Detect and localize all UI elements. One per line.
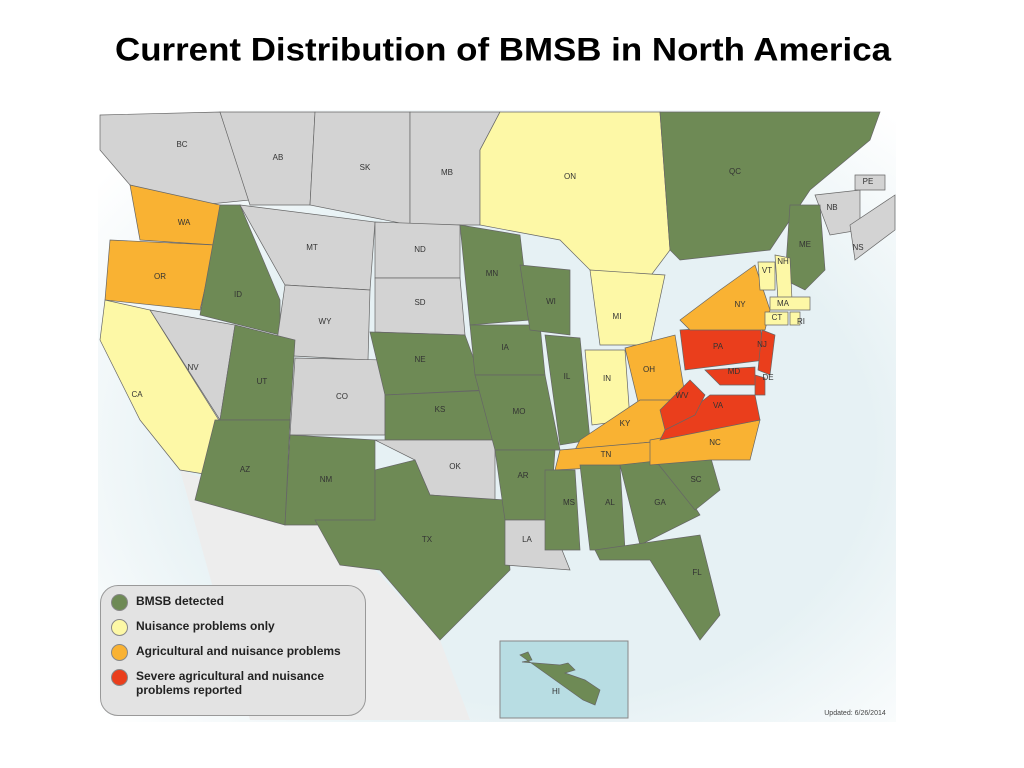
region-label: WV — [676, 391, 690, 400]
region-label: PA — [713, 342, 724, 351]
region-label: LA — [522, 535, 532, 544]
region-label: KS — [435, 405, 446, 414]
region — [764, 311, 789, 326]
region-label: KY — [620, 419, 631, 428]
region-label: VT — [762, 266, 772, 275]
region-label: VA — [713, 401, 724, 410]
region-label: PE — [863, 177, 874, 186]
region — [544, 469, 581, 551]
legend-swatch — [111, 594, 128, 611]
region — [199, 204, 281, 336]
region-label: NE — [414, 355, 425, 364]
legend-swatch — [111, 619, 128, 636]
region — [754, 374, 766, 396]
region — [659, 394, 761, 441]
region-label: TX — [422, 535, 433, 544]
updated-note: Updated: 6/26/2014 — [824, 710, 886, 717]
region-label: IL — [564, 372, 571, 381]
region — [854, 174, 886, 191]
region-label: ID — [234, 290, 242, 299]
region-label: MO — [513, 407, 526, 416]
region-label: SK — [360, 163, 371, 172]
legend-label: Agricultural and nuisance problems — [136, 644, 341, 658]
region-label: MA — [777, 299, 790, 308]
legend-item: Agricultural and nuisance problems — [111, 644, 355, 661]
region-label: ON — [564, 172, 576, 181]
region-label: NC — [709, 438, 721, 447]
regions: BC AB SK MB ON QC NB PE NS ME WA OR CA NV ID MT WY UT CO AZ… — [99, 111, 896, 706]
region-label: IA — [501, 343, 509, 352]
region-label: TN — [601, 450, 612, 459]
region-label: AB — [273, 153, 284, 162]
region-label: BC — [176, 140, 187, 149]
region-label: MT — [306, 243, 318, 252]
title: Current Distribution of BMSB in North Am… — [115, 31, 891, 67]
region-label: AZ — [240, 465, 250, 474]
region-label: CT — [772, 313, 783, 322]
legend-item: Nuisance problems only — [111, 619, 355, 636]
region-label: RI — [797, 317, 805, 326]
region-label: CO — [336, 392, 348, 401]
region-label: AR — [517, 471, 528, 480]
region — [519, 264, 571, 336]
region-label: AL — [605, 498, 615, 507]
region-label: WI — [546, 297, 556, 306]
region-label: UT — [257, 377, 268, 386]
region-label: MD — [728, 367, 741, 376]
region — [519, 651, 601, 706]
region — [384, 389, 496, 441]
legend-swatch — [111, 669, 128, 686]
region-label: MN — [486, 269, 499, 278]
region-label: DE — [762, 373, 773, 382]
region — [849, 194, 896, 261]
region-label: OH — [643, 365, 655, 374]
region-label: NM — [320, 475, 333, 484]
region-label: IN — [603, 374, 611, 383]
legend-swatch — [111, 644, 128, 661]
legend-label: Severe agricultural and nuisance problem… — [136, 669, 325, 697]
region-label: HI — [552, 687, 560, 696]
region-label: NB — [826, 203, 837, 212]
legend-item: BMSB detected — [111, 594, 355, 611]
region — [704, 366, 756, 386]
region — [789, 311, 801, 326]
region-label: NY — [734, 300, 746, 309]
legend-item: Severe agricultural and nuisance problem… — [111, 669, 355, 697]
region-label: OK — [449, 462, 461, 471]
region-label: NS — [852, 243, 863, 252]
region-label: OR — [154, 272, 166, 281]
region — [757, 261, 776, 291]
region-label: QC — [729, 167, 741, 176]
region-label: NH — [777, 257, 789, 266]
region-label: GA — [654, 498, 666, 507]
region-label: MB — [441, 168, 453, 177]
region-label: FL — [692, 568, 702, 577]
region-label: NJ — [757, 340, 767, 349]
region — [104, 239, 216, 311]
region-label: WY — [319, 317, 333, 326]
region-label: MS — [563, 498, 575, 507]
region-label: NV — [187, 363, 199, 372]
region — [757, 329, 776, 376]
region — [594, 534, 721, 641]
region-label: WA — [178, 218, 191, 227]
region-label: ME — [799, 240, 811, 249]
legend-label: BMSB detected — [136, 594, 225, 608]
region-label: SC — [690, 475, 701, 484]
region — [659, 379, 706, 431]
region-label: CA — [131, 390, 143, 399]
region-label: ND — [414, 245, 426, 254]
region-label: SD — [414, 298, 425, 307]
legend: BMSB detected Nuisance problems only Agric… — [100, 585, 366, 716]
region — [769, 296, 811, 311]
region-label: MI — [613, 312, 622, 321]
legend-label: Nuisance problems only — [136, 619, 275, 633]
